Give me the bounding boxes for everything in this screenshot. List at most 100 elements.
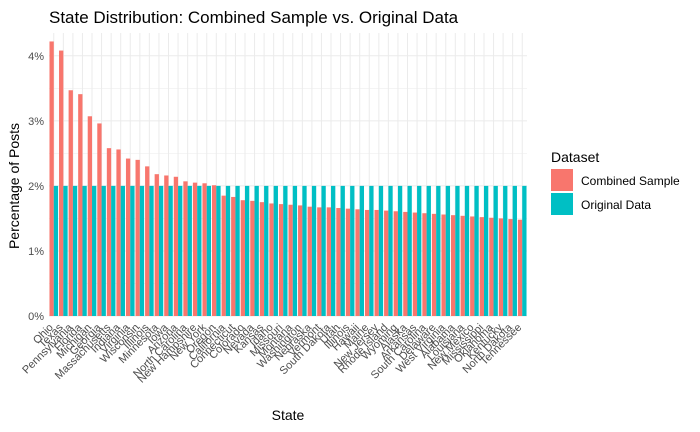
bar-combined-sample — [173, 176, 179, 316]
bar-original-data — [254, 185, 259, 316]
bar-combined-sample — [412, 212, 418, 316]
y-tick-label: 4% — [28, 51, 44, 63]
bar-combined-sample — [183, 181, 188, 316]
bar-combined-sample — [269, 203, 274, 316]
bar-combined-sample — [326, 207, 332, 316]
bar-combined-sample — [202, 183, 207, 316]
bar-original-data — [264, 185, 269, 316]
bar-original-data — [311, 185, 317, 316]
bar-combined-sample — [259, 202, 265, 316]
bar-original-data — [178, 185, 183, 316]
legend-key-combined-sample — [551, 169, 573, 191]
bar-original-data — [130, 185, 135, 316]
bar-original-data — [417, 185, 422, 316]
bar-original-data — [206, 185, 212, 316]
bar-original-data — [407, 185, 412, 316]
bar-original-data — [283, 185, 288, 316]
y-axis-title: Percentage of Posts — [6, 123, 22, 249]
bar-combined-sample — [97, 123, 102, 316]
bar-combined-sample — [154, 174, 159, 316]
y-tick-label: 2% — [28, 181, 44, 193]
y-tick-label: 1% — [28, 246, 44, 258]
bar-combined-sample — [374, 209, 379, 316]
bar-original-data — [397, 185, 403, 316]
bar-original-data — [436, 185, 441, 316]
bar-combined-sample — [470, 216, 475, 316]
bar-combined-sample — [250, 200, 255, 316]
bar-combined-sample — [489, 217, 494, 316]
bar-combined-sample — [231, 196, 236, 316]
bars-layer — [49, 41, 527, 317]
legend-title: Dataset — [551, 149, 599, 165]
bar-original-data — [63, 185, 68, 316]
bar-original-data — [445, 185, 451, 316]
bar-combined-sample — [450, 215, 456, 316]
bar-combined-sample — [49, 41, 54, 317]
bar-original-data — [474, 185, 479, 316]
bar-combined-sample — [68, 90, 73, 316]
bar-combined-sample — [211, 185, 217, 316]
bar-combined-sample — [517, 219, 523, 316]
bar-combined-sample — [164, 175, 169, 316]
bar-original-data — [464, 185, 470, 316]
bar-combined-sample — [106, 148, 112, 316]
bar-original-data — [503, 185, 508, 316]
bar-combined-sample — [345, 208, 351, 316]
x-axis-title: State — [272, 407, 305, 423]
legend: Dataset Combined Sample Original Data — [551, 149, 680, 215]
bar-original-data — [235, 185, 240, 316]
x-axis: OhioTexasPennsylvaniaFloridaMichiganGeor… — [20, 321, 524, 385]
bar-original-data — [72, 185, 78, 316]
bar-original-data — [244, 185, 250, 316]
bar-combined-sample — [288, 204, 293, 316]
bar-original-data — [92, 185, 97, 316]
bar-original-data — [359, 185, 365, 316]
bar-original-data — [455, 185, 460, 316]
bar-original-data — [388, 185, 393, 316]
bar-combined-sample — [403, 211, 408, 316]
bar-combined-sample — [192, 182, 198, 316]
bar-combined-sample — [145, 166, 150, 316]
bar-original-data — [120, 185, 126, 316]
bar-original-data — [512, 185, 517, 316]
bar-original-data — [350, 185, 355, 316]
bar-combined-sample — [298, 205, 303, 316]
legend-label-combined-sample: Combined Sample — [581, 174, 680, 188]
chart-title: State Distribution: Combined Sample vs. … — [49, 8, 459, 27]
legend-key-original-data — [551, 193, 573, 215]
bar-original-data — [139, 185, 145, 316]
bar-combined-sample — [87, 116, 93, 316]
bar-original-data — [187, 185, 192, 316]
bar-original-data — [197, 185, 202, 316]
bar-combined-sample — [422, 213, 427, 316]
bar-combined-sample — [384, 210, 389, 316]
bar-original-data — [340, 185, 345, 316]
bar-original-data — [158, 185, 164, 316]
bar-original-data — [292, 185, 298, 316]
bar-original-data — [369, 185, 374, 316]
bar-combined-sample — [317, 207, 322, 316]
bar-combined-sample — [441, 214, 446, 316]
bar-combined-sample — [278, 204, 284, 316]
y-tick-label: 3% — [28, 116, 44, 128]
bar-combined-sample — [135, 159, 140, 316]
bar-combined-sample — [364, 209, 370, 316]
bar-combined-sample — [431, 213, 437, 316]
bar-combined-sample — [479, 217, 484, 316]
bar-combined-sample — [498, 218, 504, 316]
bar-combined-sample — [336, 208, 341, 316]
bar-original-data — [216, 185, 221, 316]
bar-original-data — [483, 185, 489, 316]
bar-original-data — [101, 185, 106, 316]
bar-original-data — [522, 185, 527, 316]
bar-original-data — [426, 185, 431, 316]
bar-original-data — [273, 185, 278, 316]
bar-combined-sample — [221, 195, 226, 316]
y-tick-label: 0% — [28, 311, 44, 323]
legend-label-original-data: Original Data — [581, 198, 651, 212]
bar-original-data — [331, 185, 336, 316]
y-axis: 0% 1% 2% 3% 4% — [28, 51, 44, 323]
bar-original-data — [378, 185, 384, 316]
